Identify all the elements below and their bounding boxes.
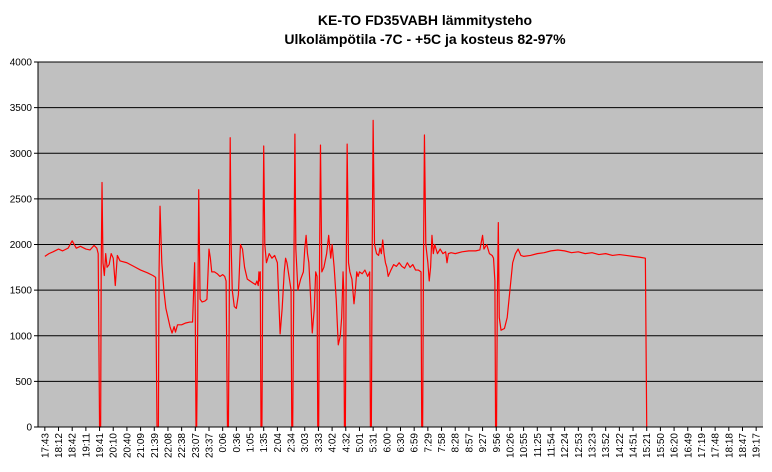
x-tick-label: 16:49 — [683, 433, 694, 458]
x-tick-label: 3:03 — [300, 433, 311, 453]
x-tick-label: 18:18 — [724, 433, 735, 458]
y-tick-labels: 0 500 1000 1500 2000 2500 3000 3500 4000 — [10, 58, 33, 434]
x-tick-labels: 17:43 18:12 18:42 19:11 19:41 20:10 20:40 21:09… — [40, 433, 762, 458]
x-tick-label: 11:25 — [533, 433, 544, 458]
y-tick-label: 1000 — [10, 331, 33, 342]
x-tick-label: 16:20 — [670, 433, 681, 458]
x-tick-label: 15:21 — [642, 433, 653, 458]
x-tick-label: 10:55 — [519, 433, 530, 458]
x-tick-label: 22:08 — [163, 433, 174, 458]
x-tick-label: 13:52 — [601, 433, 612, 458]
series-layer — [44, 119, 648, 428]
x-tick-label: 19:17 — [752, 433, 763, 458]
y-tick-label: 2500 — [10, 194, 33, 205]
x-tick-label: 21:39 — [150, 433, 161, 458]
x-tick-label: 9:56 — [492, 433, 503, 453]
x-tick-label: 18:47 — [738, 433, 749, 458]
x-tick-label: 3:33 — [314, 433, 325, 453]
x-tick-label: 12:53 — [574, 433, 585, 458]
x-tick-label: 20:10 — [109, 433, 120, 458]
x-tick-label: 22:38 — [177, 433, 188, 458]
x-tick-label: 0:36 — [232, 433, 243, 453]
chart-subtitle: Ulkolämpötila -7C - +5C ja kosteus 82-97… — [284, 31, 566, 47]
x-tick-label: 5:31 — [369, 433, 380, 453]
x-tick-label: 7:29 — [423, 433, 434, 453]
x-tick-label: 17:48 — [711, 433, 722, 458]
x-tick-label: 5:01 — [355, 433, 366, 453]
x-tick-label: 11:54 — [546, 433, 557, 458]
x-tick-label: 1:35 — [259, 433, 270, 453]
x-tick-label: 17:43 — [40, 433, 51, 458]
x-tick-label: 9:27 — [478, 433, 489, 453]
x-tick-label: 4:02 — [328, 433, 339, 453]
x-tick-label: 13:23 — [588, 433, 599, 458]
x-tick-label: 6:00 — [382, 433, 393, 453]
x-tick-label: 4:32 — [341, 433, 352, 453]
x-tick-label: 20:40 — [122, 433, 133, 458]
x-tick-label: 2:04 — [273, 433, 284, 453]
y-tick-label: 3500 — [10, 103, 33, 114]
y-tick-label: 500 — [15, 377, 32, 388]
x-tick-label: 6:59 — [410, 433, 421, 453]
x-tick-label: 23:07 — [191, 433, 202, 458]
y-tick-label: 1500 — [10, 286, 33, 297]
x-tick-label: 12:24 — [560, 433, 571, 458]
axes — [34, 61, 763, 431]
x-tick-label: 0:06 — [218, 433, 229, 453]
x-tick-label: 14:51 — [629, 433, 640, 458]
x-tick-label: 1:05 — [246, 433, 257, 453]
x-tick-label: 18:42 — [68, 433, 79, 458]
y-tick-label: 4000 — [10, 58, 33, 69]
y-tick-label: 0 — [26, 423, 32, 434]
y-tick-label: 3000 — [10, 149, 33, 160]
x-tick-label: 18:12 — [54, 433, 65, 458]
x-tick-label: 19:11 — [81, 433, 92, 458]
x-tick-label: 6:30 — [396, 433, 407, 453]
x-tick-label: 19:41 — [95, 433, 106, 458]
y-tick-label: 2000 — [10, 240, 33, 251]
x-tick-label: 8:57 — [464, 433, 475, 453]
x-tick-label: 23:37 — [204, 433, 215, 458]
x-tick-label: 2:34 — [287, 433, 298, 453]
x-tick-label: 17:19 — [697, 433, 708, 458]
x-tick-label: 14:22 — [615, 433, 626, 458]
x-tick-label: 15:50 — [656, 433, 667, 458]
x-tick-label: 8:28 — [451, 433, 462, 453]
chart-title: KE-TO FD35VABH lämmitysteho — [318, 12, 532, 28]
x-tick-label: 10:26 — [505, 433, 516, 458]
x-tick-label: 7:58 — [437, 433, 448, 453]
series-line-0 — [44, 119, 648, 428]
x-tick-label: 21:09 — [136, 433, 147, 458]
